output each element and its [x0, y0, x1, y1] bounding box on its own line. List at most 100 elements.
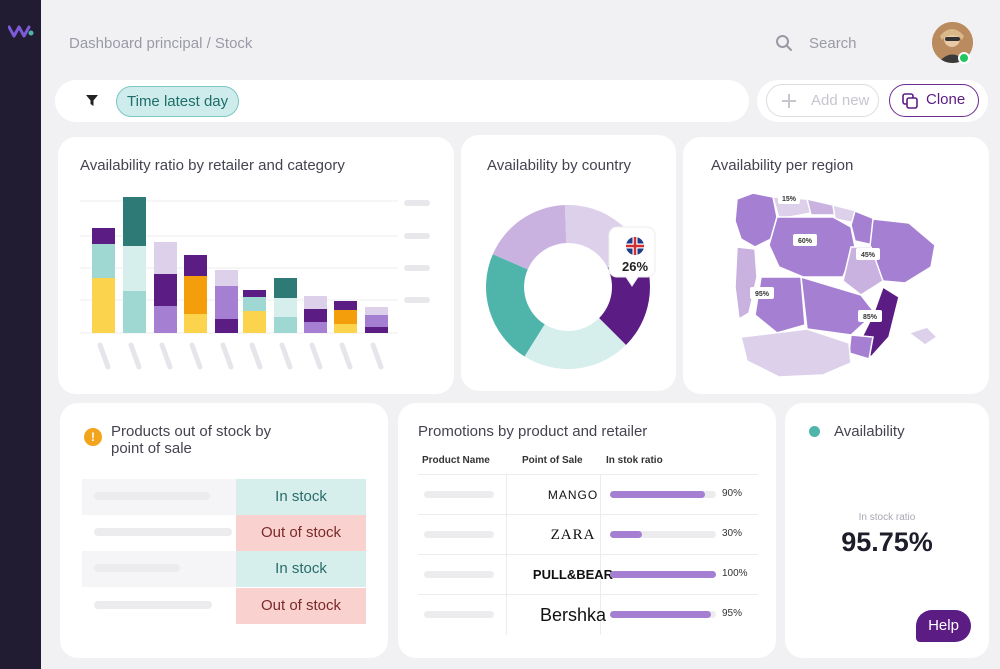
axis-label-placeholder: [404, 297, 430, 303]
ratio-value: 100%: [722, 568, 748, 579]
bar-10: [365, 307, 388, 333]
out-of-stock-card: ! Products out of stock by point of sale…: [60, 403, 388, 658]
availability-ratio-card: Availability ratio by retailer and categ…: [58, 137, 454, 394]
card-title: Availability: [834, 423, 905, 440]
stacked-bar-chart: [80, 197, 430, 370]
axis-label-placeholder: [404, 265, 430, 271]
donut-segment: [524, 318, 626, 370]
donut-chart: 26%: [486, 204, 656, 370]
ratio-value: 30%: [722, 528, 743, 539]
axis-label-placeholder: [404, 233, 430, 239]
column-header: Product Name: [422, 455, 490, 466]
region-label: 15%: [782, 196, 797, 203]
status-badge: Out of stock: [236, 515, 366, 551]
region-murcia: [848, 334, 874, 360]
kpi-value: 95.75%: [841, 527, 933, 557]
breadcrumb[interactable]: Dashboard principal / Stock: [69, 35, 253, 52]
bar-9: [334, 301, 357, 333]
spain-map: 15% 60% 45% 95% 85%: [734, 192, 939, 378]
promotions-card: Promotions by product and retailer Produ…: [398, 403, 776, 658]
table-row[interactable]: In stock: [82, 551, 366, 587]
actions-bar: Add new Clone: [757, 80, 988, 122]
bar-2: [123, 197, 146, 333]
warning-icon: !: [84, 428, 102, 446]
table-row[interactable]: MANGO 90%: [418, 474, 758, 515]
uk-flag-icon: [626, 237, 644, 255]
clone-button[interactable]: Clone: [889, 84, 979, 117]
table-row[interactable]: Bershka 95%: [418, 594, 758, 635]
bar-3: [154, 242, 177, 333]
retailer-logo: MANGO: [547, 488, 599, 502]
bar-1: [92, 228, 115, 333]
online-status-dot: [958, 52, 970, 64]
region-portugal-edge: [734, 246, 758, 321]
region-label: 85%: [863, 314, 878, 321]
card-subtitle: point of sale: [111, 440, 192, 457]
product-placeholder: [94, 492, 210, 500]
x-tick-placeholders: [97, 342, 384, 370]
region-castilla-mancha: [800, 275, 877, 336]
product-placeholder: [94, 528, 232, 536]
ratio-bar: [610, 611, 716, 618]
bar-4: [184, 255, 207, 333]
search-input[interactable]: Search: [809, 35, 857, 52]
column-header: Point of Sale: [522, 455, 583, 466]
column-header: In stok ratio: [606, 455, 663, 466]
product-placeholder: [94, 601, 212, 609]
ratio-fill: [610, 611, 711, 618]
region-navarra: [850, 209, 876, 246]
add-new-label: Add new: [811, 92, 870, 109]
product-placeholder: [424, 491, 494, 498]
table-row[interactable]: ZARA 30%: [418, 514, 758, 555]
filter-bar: Time latest day: [55, 80, 749, 122]
bar-8: [304, 296, 327, 333]
table-row[interactable]: In stock: [82, 479, 366, 515]
status-badge: In stock: [236, 479, 366, 515]
availability-per-region-card: Availability per region 15% 60% 45% 95% …: [683, 137, 989, 394]
bar-5: [215, 270, 238, 333]
product-placeholder: [424, 571, 494, 578]
table-row[interactable]: Out of stock: [82, 588, 366, 624]
status-badge: In stock: [236, 551, 366, 587]
copy-icon: [902, 93, 918, 109]
filter-icon[interactable]: [85, 94, 99, 108]
ratio-value: 90%: [722, 488, 743, 499]
app-logo-icon[interactable]: [8, 24, 34, 38]
ratio-fill: [610, 491, 706, 498]
status-badge: Out of stock: [236, 588, 366, 624]
table-row[interactable]: Out of stock: [82, 515, 366, 551]
donut-segment: [492, 205, 567, 270]
region-castilla-leon: [768, 216, 856, 278]
availability-by-country-card: Availability by country 26%: [461, 135, 676, 391]
ratio-bar: [610, 571, 716, 578]
kpi-label: In stock ratio: [858, 512, 916, 523]
product-placeholder: [424, 611, 494, 618]
ratio-bar: [610, 531, 716, 538]
sidebar: [0, 0, 41, 669]
region-andalusia: [740, 328, 852, 378]
region-cantabria: [805, 197, 836, 216]
ratio-bar: [610, 491, 716, 498]
card-title: Products out of stock by: [111, 423, 272, 440]
retailer-logo: PULL&BEAR: [532, 567, 614, 582]
region-label: 95%: [755, 291, 770, 298]
region-label: 60%: [798, 238, 813, 245]
time-filter-chip[interactable]: Time latest day: [116, 86, 240, 117]
retailer-logo: Bershka: [539, 605, 607, 625]
ratio-value: 95%: [722, 608, 743, 619]
search-icon[interactable]: [775, 34, 793, 52]
donut-segment: [486, 254, 545, 357]
region-extremadura: [754, 276, 806, 334]
product-placeholder: [424, 531, 494, 538]
add-new-button[interactable]: Add new: [766, 84, 879, 117]
region-label: 45%: [861, 252, 876, 259]
card-title: Availability per region: [711, 157, 854, 174]
ratio-fill: [610, 571, 716, 578]
help-button[interactable]: Help: [916, 610, 971, 642]
axis-label-placeholder: [404, 200, 430, 206]
region-balearics: [907, 326, 939, 346]
plus-icon: [782, 94, 796, 108]
table-row[interactable]: PULL&BEAR 100%: [418, 554, 758, 595]
ratio-fill: [610, 531, 642, 538]
card-title: Promotions by product and retailer: [418, 423, 648, 440]
